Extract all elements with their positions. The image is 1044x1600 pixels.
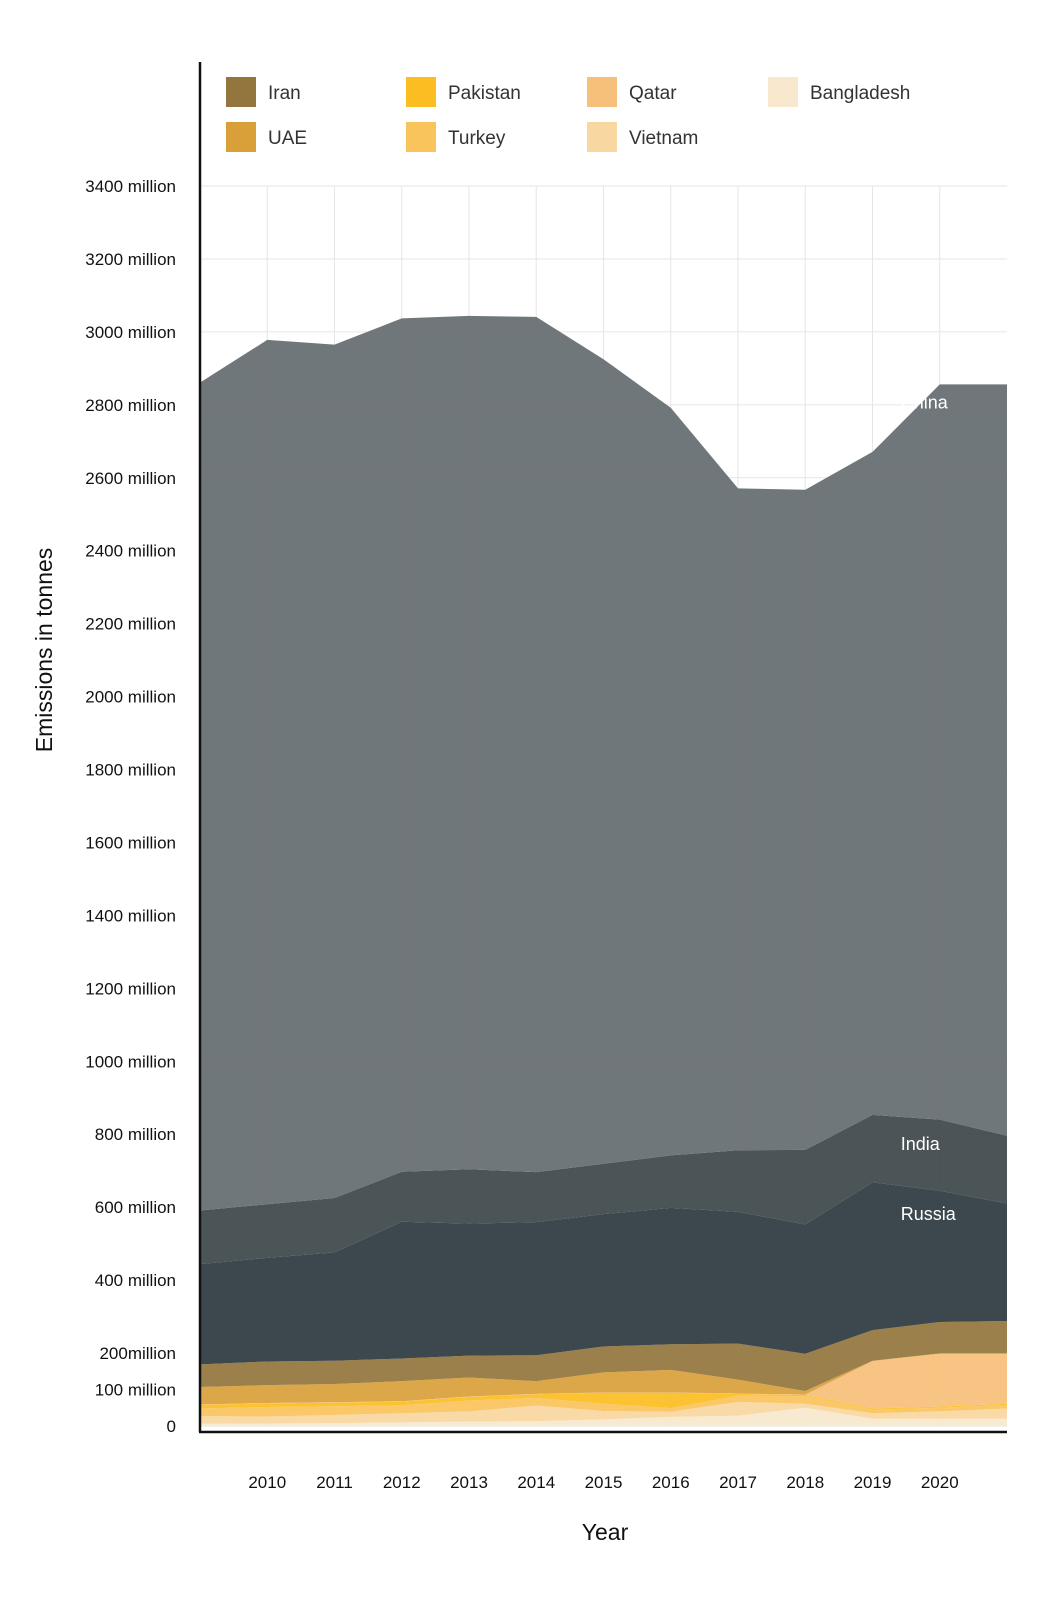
x-tick-label-2016: 2016: [652, 1473, 690, 1492]
series-label-india: India: [901, 1134, 941, 1154]
x-tick-label-2013: 2013: [450, 1473, 488, 1492]
y-tick-label-3400: 3400 million: [85, 177, 176, 196]
x-tick-label-2011: 2011: [316, 1473, 353, 1492]
area-bangladesh: [200, 1407, 1007, 1426]
legend-swatch-bangladesh: [768, 77, 798, 107]
x-tick-label-2017: 2017: [719, 1473, 757, 1492]
legend-swatch-uae: [226, 122, 256, 152]
area-qatar: [200, 1353, 1007, 1409]
y-tick-label-0: 0: [167, 1417, 176, 1436]
axes: [198, 62, 1007, 1434]
legend-item-qatar: Qatar: [587, 77, 677, 107]
series-labels: Russia India China: [901, 392, 957, 1223]
series-label-russia: Russia: [901, 1204, 957, 1224]
legend-swatch-turkey: [406, 122, 436, 152]
y-tick-label-2200: 2200 million: [85, 615, 176, 634]
y-tick-label-2800: 2800 million: [85, 396, 176, 415]
y-tick-label-800: 800 million: [95, 1125, 176, 1144]
area-uae: [200, 1353, 1007, 1405]
x-tick-label-2018: 2018: [786, 1473, 824, 1492]
legend-item-uae: UAE: [226, 122, 307, 152]
y-tick-label-200: 200million: [99, 1344, 176, 1363]
legend-label-vietnam: Vietnam: [629, 128, 698, 149]
x-tick-label-2015: 2015: [585, 1473, 623, 1492]
legend-label-bangladesh: Bangladesh: [810, 83, 910, 104]
y-tick-label-100: 100 million: [95, 1381, 176, 1400]
legend-label-turkey: Turkey: [448, 128, 506, 149]
legend-swatch-pakistan: [406, 77, 436, 107]
x-tick-label-2019: 2019: [854, 1473, 892, 1492]
y-tick-label-2600: 2600 million: [85, 469, 176, 488]
area-vietnam: [200, 1401, 1007, 1424]
legend-label-pakistan: Pakistan: [448, 83, 521, 104]
y-tick-labels: 0 100 million 200million 400 million 600 mil…: [85, 177, 176, 1436]
legend-swatch-qatar: [587, 77, 617, 107]
legend-label-qatar: Qatar: [629, 83, 677, 104]
x-axis-title: Year: [582, 1519, 629, 1545]
x-tick-label-2020: 2020: [921, 1473, 959, 1492]
y-axis-title: Emissions in tonnes: [31, 548, 57, 753]
x-tick-label-2012: 2012: [383, 1473, 421, 1492]
legend-swatch-vietnam: [587, 122, 617, 152]
area-pakistan: [200, 1392, 1007, 1410]
legend-swatch-iran: [226, 77, 256, 107]
legend-label-iran: Iran: [268, 83, 301, 104]
legend-item-pakistan: Pakistan: [406, 77, 521, 107]
area-china: [200, 315, 1007, 1211]
y-tick-label-1800: 1800 million: [85, 761, 176, 780]
y-tick-label-1200: 1200 million: [85, 979, 176, 998]
legend-item-vietnam: Vietnam: [587, 122, 698, 152]
y-tick-label-1400: 1400 million: [85, 906, 176, 925]
area-india: [200, 1114, 1007, 1265]
legend-label-uae: UAE: [268, 128, 307, 149]
y-tick-label-3000: 3000 million: [85, 323, 176, 342]
y-tick-label-600: 600 million: [95, 1198, 176, 1217]
legend-item-bangladesh: Bangladesh: [768, 77, 910, 107]
series-label-china: China: [901, 392, 949, 412]
y-tick-label-1600: 1600 million: [85, 833, 176, 852]
y-tick-label-3200: 3200 million: [85, 250, 176, 269]
y-tick-label-2000: 2000 million: [85, 688, 176, 707]
legend-item-turkey: Turkey: [406, 122, 506, 152]
x-tick-label-2010: 2010: [248, 1473, 286, 1492]
x-tick-labels: 2010 2011 2012 2013 2014 2015 2016 2017 2018 2019…: [248, 1473, 958, 1492]
y-tick-label-400: 400 million: [95, 1271, 176, 1290]
area-iran: [200, 1320, 1007, 1391]
legend: Iran Pakistan Qatar Bangladesh UAE Turkey Viet…: [226, 77, 910, 152]
area-turkey: [200, 1395, 1007, 1417]
area-series: [200, 315, 1007, 1426]
area-russia: [200, 1182, 1007, 1365]
y-tick-label-1000: 1000 million: [85, 1052, 176, 1071]
x-tick-label-2014: 2014: [517, 1473, 555, 1492]
legend-item-iran: Iran: [226, 77, 301, 107]
y-tick-label-2400: 2400 million: [85, 542, 176, 561]
